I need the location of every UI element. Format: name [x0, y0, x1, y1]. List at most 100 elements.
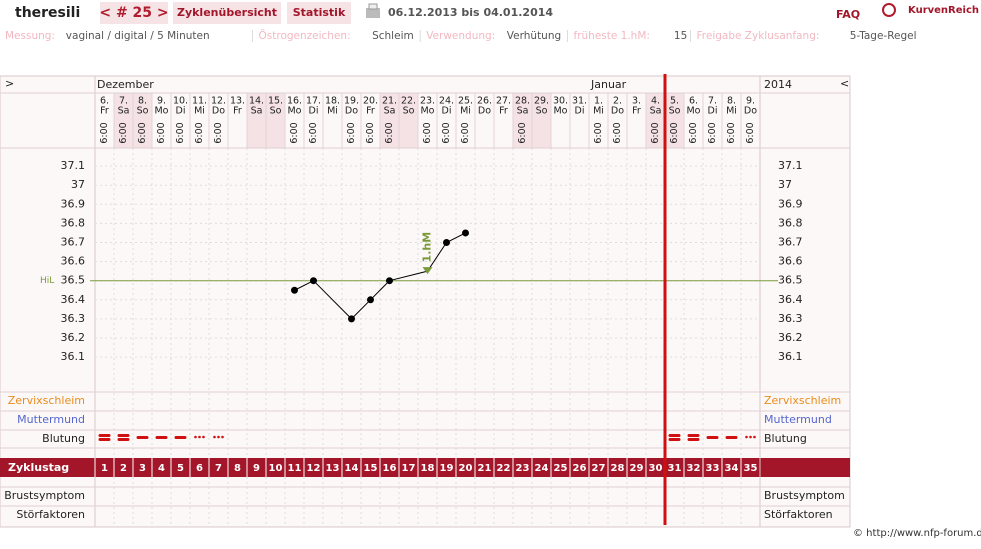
info-value: vaginal / digital / 5 Minuten: [66, 30, 210, 42]
day-number: 16.: [287, 96, 302, 107]
bleeding-heavy: [117, 438, 130, 441]
cycle-day: 25: [554, 463, 568, 474]
row-label-right: Störfaktoren: [764, 508, 833, 521]
weekday: So: [403, 106, 415, 117]
info-label: Verwendung:: [426, 30, 495, 42]
bleeding-medium: [155, 436, 168, 439]
cycle-day: 7: [215, 463, 222, 474]
measure-time: 6:00: [650, 122, 661, 143]
bleeding-light: [753, 435, 756, 439]
bleeding-heavy: [98, 438, 111, 441]
nav-prev[interactable]: >: [5, 77, 14, 90]
info-value: Verhütung: [507, 30, 561, 42]
measure-time: 6:00: [460, 122, 471, 143]
cycle-day: 30: [649, 463, 663, 474]
cycle-day: 19: [440, 463, 454, 474]
cycle-day: 29: [630, 463, 644, 474]
weekday: Di: [176, 106, 186, 117]
day-number: 6.: [100, 96, 109, 107]
cycle-day: 22: [497, 463, 511, 474]
cycle-day: 10: [269, 463, 283, 474]
user-name: theresili: [15, 5, 80, 21]
temperature-point: [386, 277, 393, 285]
bleeding-heavy: [117, 434, 130, 437]
weekday: Fr: [366, 106, 375, 117]
temperature-point: [348, 315, 355, 323]
temperature-point: [367, 296, 374, 304]
measure-time: 6:00: [688, 122, 699, 143]
copyright: © http://www.nfp-forum.de: [853, 528, 981, 539]
y-tick-label-right: 37.1: [778, 159, 803, 172]
y-tick-label: 37.1: [61, 159, 86, 172]
weekend-shade: [133, 93, 152, 148]
cycle-day: 33: [706, 463, 720, 474]
day-number: 22.: [401, 96, 416, 107]
cycle-day: 4: [158, 463, 165, 474]
faq-link[interactable]: FAQ: [836, 8, 860, 21]
weekend-shade: [266, 93, 285, 148]
day-number: 12.: [211, 96, 226, 107]
day-number: 10.: [173, 96, 188, 107]
weekday: Di: [575, 106, 585, 117]
bleeding-light: [198, 435, 201, 439]
bleeding-heavy: [668, 438, 681, 441]
cycle-day: 3: [139, 463, 146, 474]
tab-box: [287, 2, 351, 24]
day-number: 14.: [249, 96, 264, 107]
bleeding-medium: [725, 436, 738, 439]
info-label: Messung:: [5, 30, 55, 42]
day-number: 19.: [344, 96, 359, 107]
weekday: Mi: [726, 106, 737, 117]
tab[interactable]: Zyklenübersicht: [177, 6, 277, 19]
weekday: Fr: [632, 106, 641, 117]
cycle-day: 13: [326, 463, 340, 474]
weekday: So: [669, 106, 681, 117]
measure-time: 6:00: [194, 122, 205, 143]
nav-next[interactable]: <: [840, 77, 849, 90]
weekend-shade: [513, 93, 532, 148]
y-tick-label: 36.4: [61, 293, 86, 306]
day-number: 28.: [515, 96, 530, 107]
y-tick-label: 36.3: [61, 312, 86, 325]
bleeding-light: [749, 435, 752, 439]
date-range: 06.12.2013 bis 04.01.2014: [388, 6, 553, 19]
day-number: 15.: [268, 96, 283, 107]
cycle-day: 11: [288, 463, 302, 474]
bleeding-light: [217, 435, 220, 439]
day-number: 7.: [119, 96, 128, 107]
row-label-right: Muttermund: [764, 413, 832, 426]
measure-time: 6:00: [289, 122, 300, 143]
y-tick-label: 37: [71, 178, 85, 191]
weekday: Do: [345, 106, 358, 117]
cycle-day: 16: [383, 463, 397, 474]
measure-time: 6:00: [517, 122, 528, 143]
info-label: Östrogenzeichen:: [259, 29, 351, 42]
cycle-day-bar: [0, 458, 850, 477]
day-number: 4.: [651, 96, 660, 107]
annotation: 1.hM: [421, 232, 434, 263]
cycle-day: 2: [120, 463, 127, 474]
row-label-right: Blutung: [764, 432, 807, 445]
day-number: 13.: [230, 96, 245, 107]
cycle-day: 12: [307, 463, 321, 474]
cycle-day: 35: [744, 463, 758, 474]
weekday: Do: [478, 106, 491, 117]
cycle-nav[interactable]: < # 25 >: [99, 5, 168, 21]
day-number: 11.: [192, 96, 207, 107]
cycle-day: 20: [459, 463, 473, 474]
y-tick-label: 36.9: [61, 197, 86, 210]
logo-ring: [882, 3, 896, 17]
weekday: Mi: [327, 106, 338, 117]
info-label: früheste 1.hM:: [574, 30, 650, 42]
row-label: Zervixschleim: [8, 394, 85, 407]
weekend-shade: [665, 93, 684, 148]
weekday: So: [270, 106, 282, 117]
printer-icon[interactable]: [366, 3, 380, 18]
weekend-shade: [399, 93, 418, 148]
day-number: 2.: [613, 96, 622, 107]
y-tick-label: 36.8: [61, 216, 86, 229]
weekday: Fr: [233, 106, 242, 117]
tab[interactable]: Statistik: [293, 6, 346, 19]
logo-text: KurvenReich: [908, 5, 979, 16]
